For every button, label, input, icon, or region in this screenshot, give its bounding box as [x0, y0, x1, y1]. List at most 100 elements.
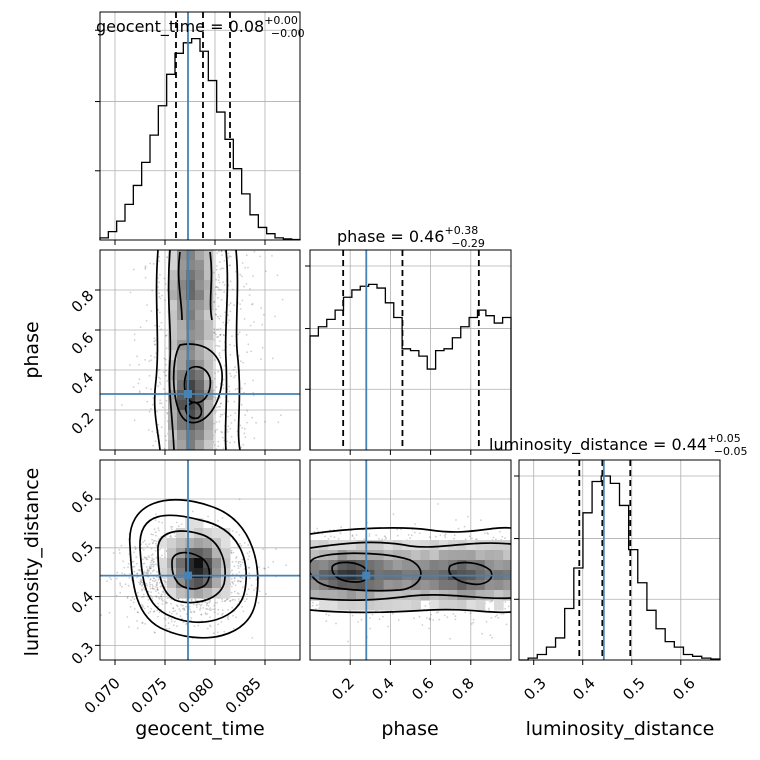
scatter-point [133, 608, 136, 610]
density-bin [337, 600, 348, 611]
scatter-point [240, 275, 243, 278]
scatter-point [158, 281, 160, 284]
scatter-point [233, 577, 236, 580]
scatter-point [155, 585, 157, 588]
scatter-point [154, 440, 157, 443]
scatter-point [238, 331, 241, 334]
scatter-point [110, 578, 112, 581]
scatter-point [315, 608, 317, 610]
scatter-point [216, 252, 219, 254]
scatter-point [232, 551, 235, 554]
scatter-point [118, 548, 121, 551]
scatter-point [233, 441, 236, 443]
scatter-point [143, 587, 145, 589]
x-tick-label: 0.4 [569, 674, 599, 704]
scatter-point [246, 409, 249, 412]
scatter-point [206, 627, 209, 630]
scatter-point [369, 627, 371, 630]
scatter-point [121, 404, 123, 406]
density-bin [212, 528, 222, 539]
density-bin [186, 370, 196, 381]
density-bin [221, 588, 231, 599]
scatter-point [159, 402, 161, 405]
scatter-point [229, 600, 232, 602]
scatter-point [213, 604, 216, 607]
scatter-point [229, 343, 232, 346]
scatter-point [157, 286, 159, 288]
scatter-point [218, 261, 221, 263]
scatter-point [213, 608, 216, 610]
scatter-point [505, 623, 508, 626]
x-tick-label: 0.5 [619, 674, 649, 704]
scatter-point [275, 548, 277, 550]
scatter-point [208, 601, 211, 604]
density-bin [194, 558, 204, 569]
scatter-point [161, 603, 164, 605]
density-bin [402, 600, 412, 611]
density-bin [475, 540, 486, 551]
density-bin [186, 430, 196, 441]
density-bin [212, 578, 222, 589]
scatter-point [221, 413, 224, 416]
scatter-point [207, 515, 210, 518]
scatter-point [185, 623, 187, 626]
density-bin [176, 588, 186, 599]
scatter-point [145, 558, 148, 561]
density-bin [429, 580, 440, 591]
scatter-point [230, 551, 233, 554]
scatter-point [213, 300, 216, 303]
scatter-point [378, 538, 380, 540]
density-bin [420, 560, 431, 571]
scatter-point [147, 598, 150, 601]
y-tick-label: 0.3 [68, 639, 98, 669]
scatter-point [154, 343, 156, 346]
scatter-point [229, 280, 232, 283]
scatter-point [468, 535, 471, 538]
scatter-point [218, 405, 220, 408]
scatter-point [219, 413, 222, 416]
density-bin [168, 270, 178, 281]
density-bin [177, 430, 187, 441]
density-bin [195, 370, 205, 381]
scatter-point [142, 549, 145, 551]
scatter-point [202, 607, 205, 609]
scatter-point [152, 610, 155, 613]
scatter-point [217, 608, 220, 611]
scatter-point [195, 599, 197, 602]
scatter-point [230, 375, 232, 378]
scatter-point [183, 608, 186, 610]
scatter-point [158, 611, 161, 614]
density-bin [365, 560, 375, 571]
scatter-point [100, 614, 103, 616]
scatter-point [245, 283, 248, 285]
scatter-point [280, 414, 282, 416]
density-bin [319, 600, 329, 611]
scatter-point [172, 607, 175, 609]
scatter-point [157, 385, 160, 387]
scatter-point [504, 607, 507, 610]
scatter-point [148, 569, 151, 572]
density-bin [186, 440, 196, 450]
density-bin [185, 558, 195, 569]
scatter-point [430, 613, 432, 616]
density-bin [176, 578, 186, 589]
density-bin [204, 420, 214, 431]
contour-line [184, 401, 203, 420]
scatter-point [158, 597, 161, 600]
scatter-point [221, 436, 224, 439]
scatter-point [347, 640, 349, 643]
density-bin [356, 550, 366, 561]
density-bin [204, 280, 214, 291]
scatter-point [124, 583, 127, 586]
scatter-point [230, 435, 233, 438]
density-bin [438, 600, 449, 611]
scatter-point [146, 570, 149, 572]
scatter-point [491, 636, 493, 639]
scatter-point [162, 591, 165, 594]
scatter-point [231, 335, 233, 337]
density-bin [186, 300, 196, 311]
scatter-point [502, 612, 505, 615]
scatter-point [232, 614, 235, 617]
scatter-point [213, 331, 216, 334]
scatter-point [245, 254, 248, 257]
